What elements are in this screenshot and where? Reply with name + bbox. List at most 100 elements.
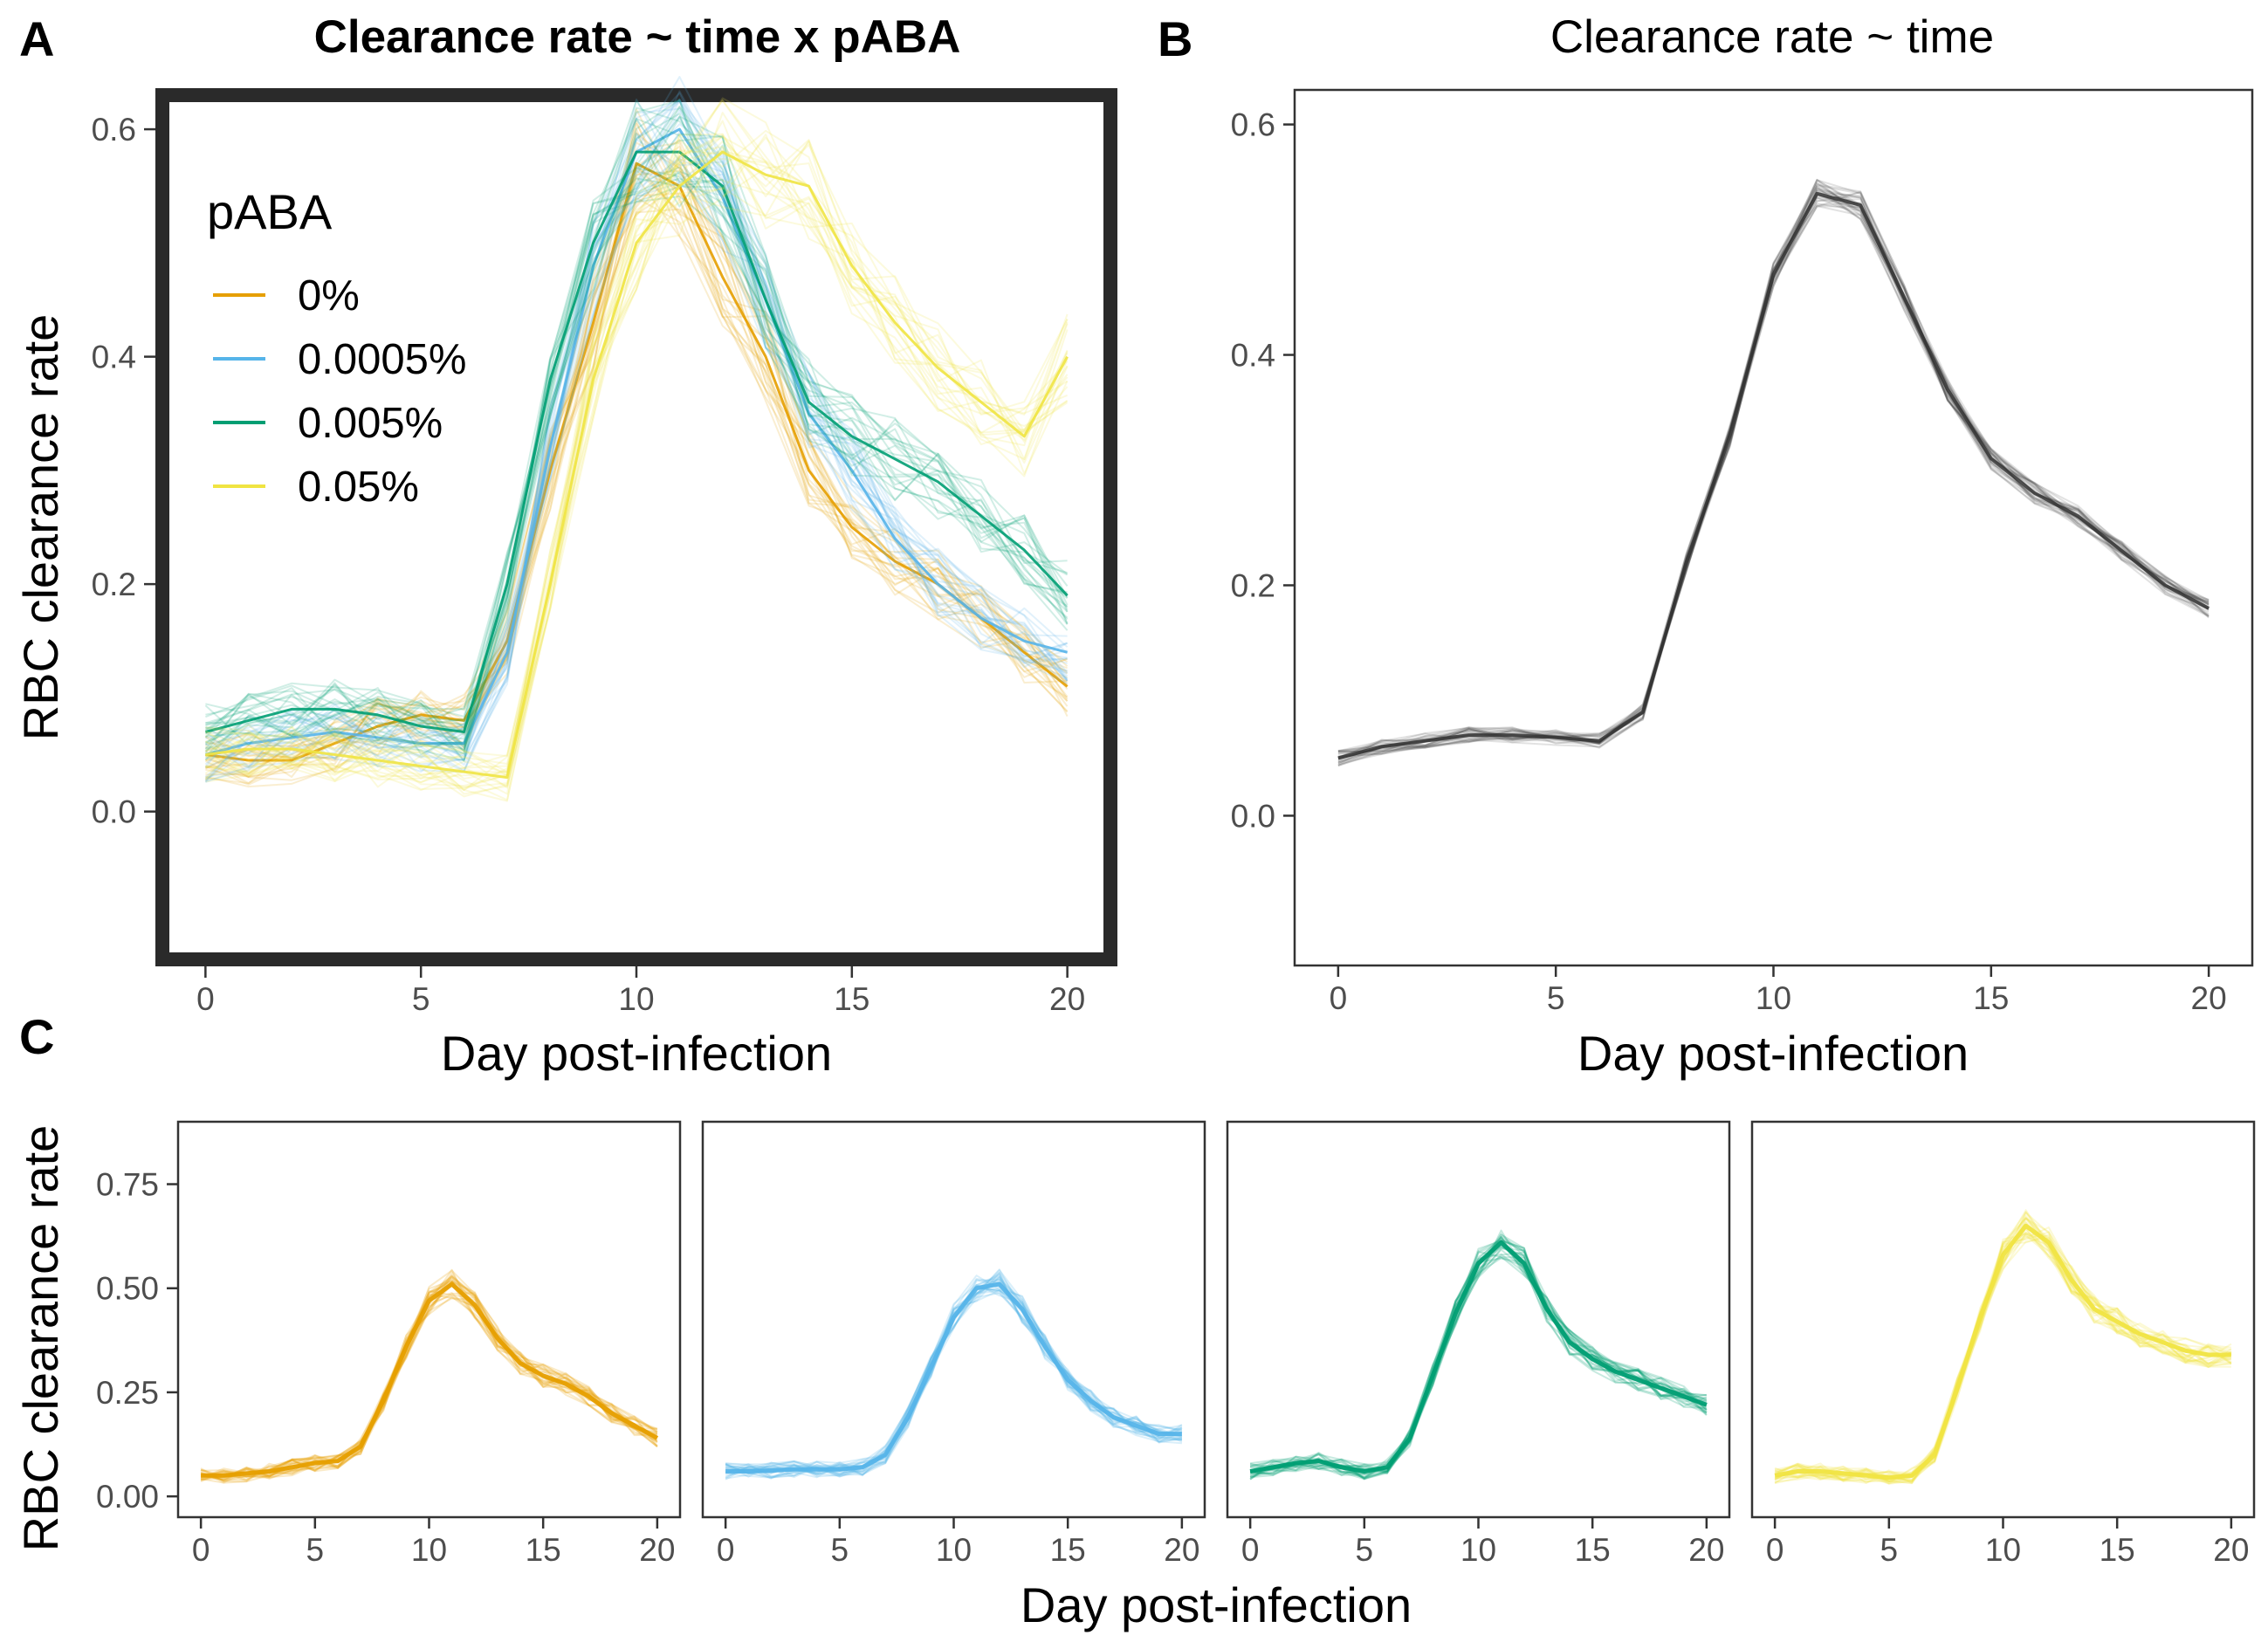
- panel-a-y-tick-label: 0.4: [92, 340, 136, 375]
- panel-c-x-ticks: 0 5 10 15 20: [1241, 1517, 1724, 1568]
- panel-b-title: Clearance rate ~ time: [1550, 11, 1994, 63]
- panel-b-x-ticks: 0 5 10 15 20: [1330, 965, 2227, 1016]
- panel-a-series-line-draw: [205, 150, 1069, 766]
- panel-a-series-line-draw: [204, 129, 1069, 780]
- panel-c-facet: 0 5 10 15 20: [701, 1120, 1206, 1568]
- panel-c-series-line: [725, 1281, 1182, 1474]
- panel-c-x-tick-label: 10: [411, 1532, 447, 1568]
- panel-a-series-line-draw: [205, 134, 1069, 781]
- panel-a-series-line-draw: [204, 100, 1069, 795]
- panel-a-series-line-draw: [204, 100, 1069, 752]
- panel-a-series-line-draw: [205, 168, 1069, 758]
- panel-c-series-line-draw: [1249, 1239, 1708, 1481]
- panel-a-series-line-draw: [205, 146, 1068, 778]
- panel-a-series-line-draw: [205, 127, 1069, 762]
- panel-c-x-tick-label: 10: [1460, 1532, 1496, 1568]
- panel-a-series-lines: [204, 76, 1069, 802]
- panel-a-series-line-draw: [205, 158, 1069, 779]
- panel-b-x-tick-label: 20: [2191, 980, 2227, 1016]
- panel-c-series-line-draw: [1774, 1232, 2232, 1483]
- panel-c-series-line-draw: [1249, 1236, 1708, 1480]
- panel-b-y-tick-label: 0.0: [1231, 798, 1275, 834]
- panel-c-series-line-draw: [1249, 1237, 1708, 1476]
- panel-b-series-line-draw: [1337, 196, 2210, 764]
- legend-title: pABA: [207, 184, 333, 239]
- panel-c-x-tick-label: 5: [1880, 1532, 1899, 1568]
- panel-a-y-tick-label: 0.6: [92, 112, 136, 148]
- panel-a-series-line-draw: [205, 107, 1069, 759]
- panel-a-series-line-draw: [205, 161, 1069, 785]
- panel-c-series-line-draw: [725, 1281, 1182, 1478]
- panel-c-series-line-draw: [1249, 1257, 1708, 1481]
- panel-a-series-line-draw: [205, 144, 1069, 791]
- panel-c-y-axis-title: RBC clearance rate: [13, 1125, 68, 1552]
- panel-a-series-line-draw: [204, 196, 1069, 778]
- panel-c-series-line-draw: [1249, 1248, 1708, 1481]
- legend-label: 0.0005%: [298, 336, 466, 383]
- panel-a-frame: [155, 88, 1117, 966]
- panel-b-x-tick-label: 10: [1756, 980, 1791, 1016]
- panel-a-series-line-draw: [204, 132, 1069, 767]
- panel-c-series-line-draw: [725, 1279, 1183, 1474]
- panel-c-x-tick-label: 15: [1575, 1532, 1611, 1568]
- panel-c-series-line: [201, 1281, 659, 1478]
- panel-c-series-line-draw: [725, 1275, 1183, 1476]
- panel-a-series-line-draw: [205, 133, 1069, 788]
- panel-a-y-ticks: 0.0 0.2 0.4 0.6: [92, 112, 155, 830]
- panel-a-series-line-draw: [205, 100, 1069, 780]
- panel-a-series-line-draw: [205, 133, 1068, 737]
- panel-c-facet-frame: [1750, 1120, 2256, 1519]
- panel-a-x-tick-label: 0: [196, 981, 215, 1017]
- panel-a-series-line: [205, 161, 1069, 762]
- panel-a-x-tick-label: 20: [1049, 981, 1085, 1017]
- panel-c-x-tick-label: 5: [1356, 1532, 1374, 1568]
- panel-c-x-tick-label: 0: [1241, 1532, 1260, 1568]
- panel-c-x-tick-label: 20: [1164, 1532, 1199, 1568]
- panel-c-y-tick-label: 0.25: [96, 1375, 159, 1411]
- panel-a-series-line-draw: [204, 97, 1069, 788]
- panel-c-series-line-draw: [1249, 1235, 1708, 1477]
- panel-a-series-line-draw: [205, 138, 1069, 769]
- panel-a-series-line: [205, 150, 1069, 733]
- panel-c-series-line-draw: [1774, 1217, 2231, 1483]
- panel-a-y-axis-title: RBC clearance rate: [13, 314, 68, 741]
- panel-b-y-tick-label: 0.2: [1231, 567, 1275, 603]
- panel-a-series-line-draw: [204, 170, 1069, 761]
- panel-a-series-line-draw: [204, 164, 1069, 778]
- panel-c-series-line-draw: [201, 1279, 658, 1476]
- panel-c-series-line: [1249, 1240, 1708, 1474]
- panel-a-series-line-draw: [205, 158, 1069, 789]
- panel-c-y-ticks: 0.00 0.25 0.50 0.75: [96, 1167, 178, 1515]
- panel-a-x-axis-title: Day post-infection: [441, 1026, 832, 1081]
- panel-c-series-line-draw: [1249, 1245, 1708, 1473]
- panel-b-y-tick-label: 0.6: [1231, 107, 1275, 143]
- panel-a-series-line-draw: [204, 182, 1069, 781]
- panel-c-facet-lines: [725, 1268, 1183, 1481]
- panel-a-series-line-draw: [205, 147, 1068, 787]
- panel-a-series-line-draw: [204, 115, 1069, 783]
- panel-a-series-line-draw: [205, 134, 1069, 795]
- panel-a-series-line-draw: [205, 195, 1069, 755]
- panel-a-series-line-draw: [204, 141, 1068, 784]
- panel-a-series-line-draw: [204, 157, 1068, 766]
- panel-c-series-line-draw: [725, 1275, 1183, 1479]
- panel-a-series-line-draw: [205, 118, 1069, 762]
- panel-b-series-line-draw: [1337, 194, 2210, 752]
- panel-c-series-line-draw: [200, 1281, 658, 1480]
- panel-c-facet: 0 5 10 15 20 0.00 0.25 0.50 0.75: [96, 1120, 682, 1568]
- panel-c-x-tick-label: 0: [192, 1532, 210, 1568]
- panel-a-series-line-draw: [205, 149, 1069, 780]
- panel-a-series-line-draw: [205, 134, 1069, 773]
- panel-c-y-tick-label: 0.00: [96, 1479, 159, 1515]
- panel-a-series-line-draw: [204, 106, 1068, 747]
- panel-c-series-line-draw: [725, 1268, 1183, 1479]
- panel-c-series-line-draw: [725, 1269, 1182, 1477]
- panel-c-facets: 0 5 10 15 20 0.00 0.25 0.50 0.75 0 5 10 15 20 0 5 10 15 20…: [96, 1120, 2256, 1568]
- legend-label: 0%: [298, 272, 360, 319]
- panel-c-x-tick-label: 20: [639, 1532, 675, 1568]
- panel-a-x-tick-label: 10: [618, 981, 654, 1017]
- panel-c-x-ticks: 0 5 10 15 20: [717, 1517, 1199, 1568]
- panel-a-series-line-draw: [205, 100, 1068, 760]
- panel-c-series-line-draw: [1249, 1253, 1708, 1475]
- panel-c-series-line-draw: [1774, 1212, 2232, 1485]
